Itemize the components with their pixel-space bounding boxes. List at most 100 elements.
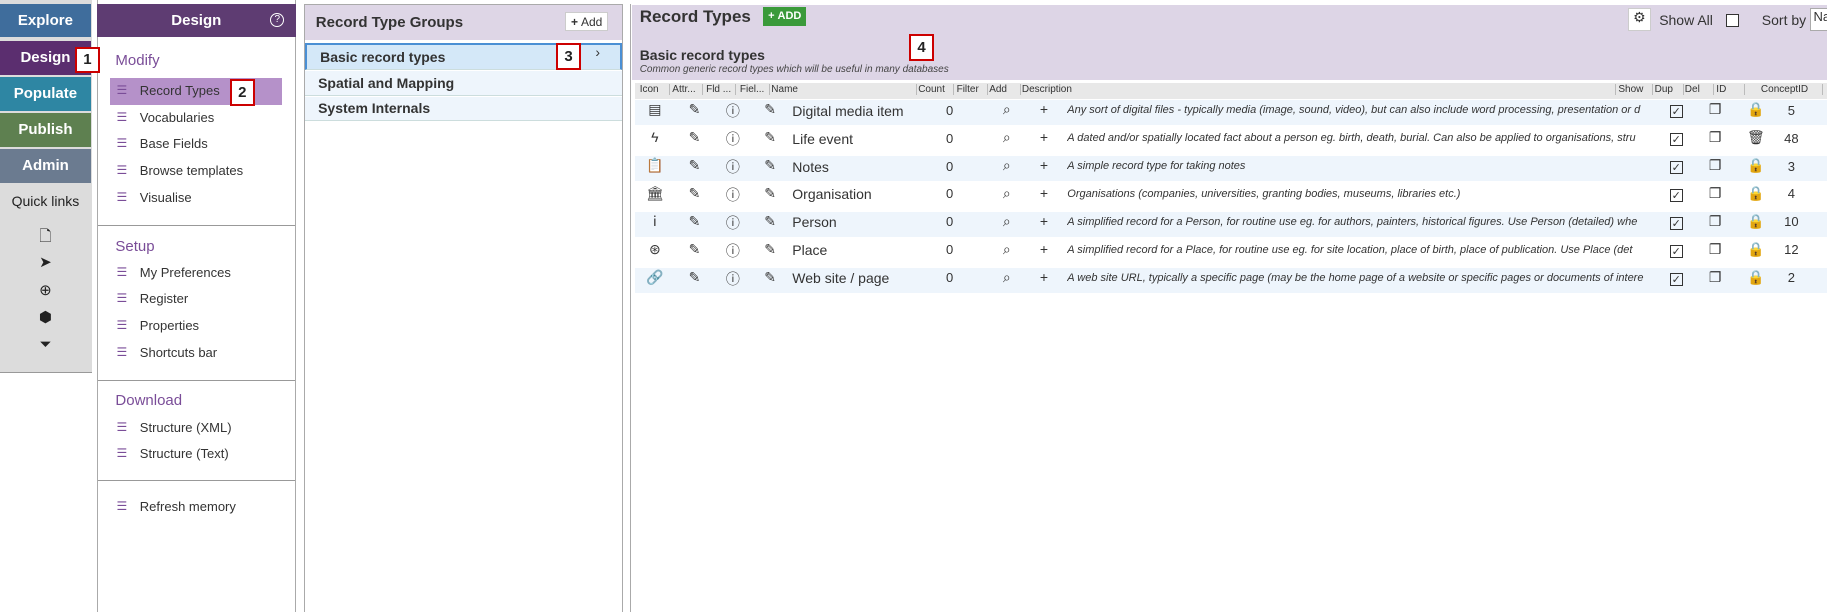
column-header[interactable]: Dup bbox=[1655, 83, 1684, 95]
record-type-name[interactable]: Digital media item bbox=[792, 102, 904, 119]
duplicate-button[interactable]: ❐ bbox=[1708, 213, 1722, 230]
type-icon[interactable]: ▤ bbox=[648, 101, 662, 118]
menu-item[interactable]: Record Types bbox=[139, 82, 220, 98]
type-icon[interactable]: 🔗 bbox=[646, 269, 664, 286]
edit-fields[interactable]: ✎ bbox=[764, 185, 777, 202]
show-checkbox[interactable]: ✓ bbox=[1669, 160, 1683, 174]
field-info[interactable]: ⓘ bbox=[725, 103, 740, 120]
add-record-button[interactable]: + bbox=[1039, 269, 1049, 286]
nav-button[interactable]: Admin bbox=[0, 149, 91, 183]
record-type-name[interactable]: Person bbox=[792, 214, 837, 231]
edit-fields[interactable]: ✎ bbox=[764, 129, 777, 146]
quick-link-icon[interactable]: ⏷ bbox=[39, 335, 52, 353]
show-checkbox[interactable]: ✓ bbox=[1669, 104, 1683, 118]
add-record-button[interactable]: + bbox=[1039, 213, 1049, 230]
record-type-name[interactable]: Organisation bbox=[792, 186, 872, 203]
column-header[interactable]: Filter bbox=[957, 83, 989, 95]
type-icon[interactable]: ϟ bbox=[651, 129, 659, 146]
field-info[interactable]: ⓘ bbox=[725, 215, 740, 232]
menu-item[interactable]: Structure (Text) bbox=[139, 446, 229, 462]
delete-button[interactable]: 🔒 bbox=[1747, 269, 1765, 286]
add-record-button[interactable]: + bbox=[1039, 241, 1049, 258]
menu-item[interactable]: Refresh memory bbox=[139, 498, 236, 514]
add-group-button[interactable]: + Add bbox=[565, 11, 609, 32]
menu-item[interactable]: My Preferences bbox=[139, 264, 231, 280]
duplicate-button[interactable]: ❐ bbox=[1708, 101, 1722, 118]
chevron[interactable]: › bbox=[595, 44, 601, 61]
add-record-button[interactable]: + bbox=[1039, 185, 1049, 202]
edit-fields[interactable]: ✎ bbox=[764, 157, 777, 174]
column-header[interactable]: ID bbox=[1716, 83, 1746, 95]
help-icon[interactable]: ? bbox=[270, 12, 285, 27]
column-header[interactable]: Count bbox=[918, 83, 955, 95]
settings-button[interactable]: ⚙ bbox=[1627, 8, 1652, 32]
add-record-button[interactable]: + bbox=[1039, 157, 1049, 174]
record-type-name[interactable]: Place bbox=[792, 242, 828, 259]
edit-fields[interactable]: ✎ bbox=[764, 101, 777, 118]
type-icon[interactable]: 🏛 bbox=[645, 185, 664, 202]
field-info[interactable]: ⓘ bbox=[725, 131, 740, 148]
filter-button[interactable]: ⌕ bbox=[1002, 129, 1011, 146]
filter-button[interactable]: ⌕ bbox=[1002, 185, 1011, 202]
field-info[interactable]: ⓘ bbox=[725, 243, 740, 260]
delete-button[interactable]: 🔒 bbox=[1747, 213, 1765, 230]
column-header[interactable]: Icon bbox=[640, 83, 670, 95]
edit-attributes[interactable]: ✎ bbox=[688, 129, 701, 146]
filter-button[interactable]: ⌕ bbox=[1002, 213, 1011, 230]
filter-button[interactable]: ⌕ bbox=[1002, 241, 1011, 258]
record-type-name[interactable]: Notes bbox=[792, 158, 829, 175]
column-header[interactable]: Del bbox=[1685, 83, 1714, 95]
edit-fields[interactable]: ✎ bbox=[764, 241, 777, 258]
duplicate-button[interactable]: ❐ bbox=[1708, 157, 1722, 174]
quick-link-icon[interactable]: ➤ bbox=[39, 254, 52, 272]
duplicate-button[interactable]: ❐ bbox=[1708, 129, 1722, 146]
column-header[interactable]: Show bbox=[1618, 83, 1654, 95]
type-icon[interactable]: ⊛ bbox=[648, 241, 661, 258]
record-type-name[interactable]: Web site / page bbox=[792, 270, 890, 287]
menu-item[interactable]: Shortcuts bar bbox=[139, 344, 218, 360]
column-header[interactable]: Attr... bbox=[672, 83, 703, 95]
show-checkbox[interactable]: ✓ bbox=[1669, 272, 1683, 286]
quick-link-icon[interactable]: ⬢ bbox=[38, 309, 52, 327]
show-checkbox[interactable]: ✓ bbox=[1669, 244, 1683, 258]
show-checkbox[interactable]: ✓ bbox=[1669, 132, 1683, 146]
add-button[interactable]: + ADD bbox=[763, 7, 807, 26]
duplicate-button[interactable]: ❐ bbox=[1708, 185, 1722, 202]
add-record-button[interactable]: + bbox=[1039, 129, 1049, 146]
menu-item[interactable]: Properties bbox=[139, 318, 200, 334]
menu-item[interactable]: Base Fields bbox=[139, 136, 208, 152]
record-type-name[interactable]: Life event bbox=[792, 130, 854, 147]
edit-attributes[interactable]: ✎ bbox=[688, 241, 701, 258]
filter-button[interactable]: ⌕ bbox=[1002, 269, 1011, 286]
edit-attributes[interactable]: ✎ bbox=[688, 101, 701, 118]
group-row[interactable]: Spatial and Mapping bbox=[305, 71, 623, 96]
show-checkbox[interactable]: ✓ bbox=[1669, 216, 1683, 230]
column-header[interactable]: Add bbox=[989, 83, 1021, 95]
add-record-button[interactable]: + bbox=[1039, 101, 1049, 118]
delete-button[interactable]: 🔒 bbox=[1747, 157, 1765, 174]
nav-button[interactable]: Publish bbox=[0, 113, 91, 147]
edit-attributes[interactable]: ✎ bbox=[688, 185, 701, 202]
column-header[interactable]: Fld ... bbox=[706, 83, 737, 95]
delete-button[interactable]: 🗑 bbox=[1747, 129, 1765, 146]
filter-button[interactable]: ⌕ bbox=[1002, 157, 1011, 174]
filter-button[interactable]: ⌕ bbox=[1002, 101, 1011, 118]
delete-button[interactable]: 🔒 bbox=[1747, 101, 1765, 118]
show-checkbox[interactable]: ✓ bbox=[1669, 188, 1683, 202]
sort-select[interactable]: Na bbox=[1809, 8, 1827, 32]
column-header[interactable]: Name bbox=[771, 83, 917, 95]
edit-attributes[interactable]: ✎ bbox=[688, 157, 701, 174]
column-header[interactable]: ConceptID bbox=[1747, 83, 1824, 95]
menu-item[interactable]: Browse templates bbox=[139, 163, 244, 179]
menu-item[interactable]: Vocabularies bbox=[139, 109, 215, 125]
edit-fields[interactable]: ✎ bbox=[764, 269, 777, 286]
column-header[interactable]: Description bbox=[1022, 83, 1617, 95]
column-header[interactable]: Fiel... bbox=[740, 83, 771, 95]
type-icon[interactable]: 📋 bbox=[646, 157, 664, 174]
delete-button[interactable]: 🔒 bbox=[1747, 185, 1765, 202]
field-info[interactable]: ⓘ bbox=[725, 271, 740, 288]
field-info[interactable]: ⓘ bbox=[725, 187, 740, 204]
quick-link-icon[interactable]: ⊕ bbox=[39, 281, 52, 299]
delete-button[interactable]: 🔒 bbox=[1747, 241, 1765, 258]
duplicate-button[interactable]: ❐ bbox=[1708, 269, 1722, 286]
